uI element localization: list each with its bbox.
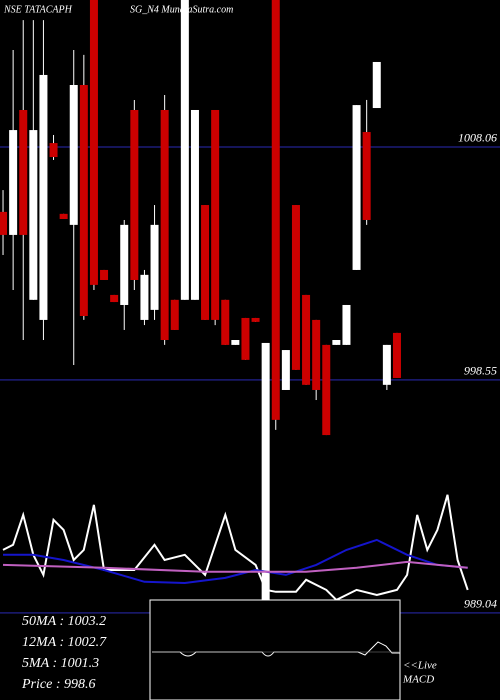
- candle-body: [241, 317, 250, 360]
- macd-box: [149, 599, 401, 700]
- candle-body: [39, 74, 48, 320]
- candle-body: [0, 211, 8, 235]
- y-tick-label: 989.04: [464, 597, 497, 611]
- candle-body: [291, 205, 300, 370]
- macd-line: [152, 641, 400, 657]
- candle-body: [382, 344, 391, 385]
- candle-body: [170, 299, 179, 330]
- candle-body: [120, 224, 129, 305]
- candle-body: [281, 350, 290, 390]
- candle-body: [19, 109, 28, 235]
- candle-body: [160, 109, 169, 341]
- candle-body: [180, 0, 189, 300]
- candle-body: [201, 205, 210, 320]
- candle-body: [271, 0, 280, 420]
- candle-body: [130, 109, 139, 280]
- stats: 50MA : 1003.2 12MA : 1002.7 5MA : 1001.3 Pr…: [21, 614, 107, 692]
- chart-title: NSE TATACAPH: [3, 4, 73, 15]
- candle-body: [251, 317, 260, 322]
- macd-label: MACD: [402, 674, 434, 686]
- stat-label: 5MA : 1001.3: [22, 656, 99, 671]
- candle-body: [372, 61, 381, 109]
- candle-body: [150, 224, 159, 310]
- candle-body: [69, 85, 78, 225]
- candle-body: [221, 299, 230, 345]
- candle-body: [9, 130, 18, 235]
- candle-body: [100, 269, 109, 280]
- indicator-line: [2, 560, 468, 573]
- indicator-line: [3, 538, 468, 585]
- candle-body: [352, 105, 361, 270]
- candle-body: [392, 332, 401, 378]
- candle-body: [231, 340, 240, 345]
- indicator-line: [2, 494, 469, 602]
- candle-body: [89, 0, 98, 285]
- candle-body: [302, 294, 311, 385]
- candle-body: [261, 342, 270, 600]
- candle-body: [332, 340, 341, 345]
- candle-body: [110, 294, 119, 303]
- candle-body: [211, 109, 220, 320]
- candle-body: [312, 319, 321, 390]
- plot: 1008.06 998.55 989.04: [0, 0, 500, 614]
- y-tick-label: 998.55: [464, 364, 497, 378]
- chart-subtitle: SG_N4 MunafaSutra.com: [130, 4, 233, 15]
- candle-body: [59, 213, 68, 219]
- candle-body: [79, 85, 88, 317]
- stat-label: 12MA : 1002.7: [22, 635, 107, 650]
- candle-body: [49, 143, 58, 158]
- stat-label: 50MA : 1003.2: [22, 614, 106, 629]
- stat-label: Price : 998.6: [21, 677, 95, 692]
- candle-body: [342, 304, 351, 345]
- candle-body: [362, 132, 371, 220]
- candle-body: [140, 274, 149, 320]
- candle-body: [29, 130, 38, 300]
- candle-body: [322, 344, 331, 436]
- macd-label: <<Live: [403, 660, 437, 672]
- y-tick-label: 1008.06: [458, 131, 497, 145]
- candle-body: [190, 109, 199, 300]
